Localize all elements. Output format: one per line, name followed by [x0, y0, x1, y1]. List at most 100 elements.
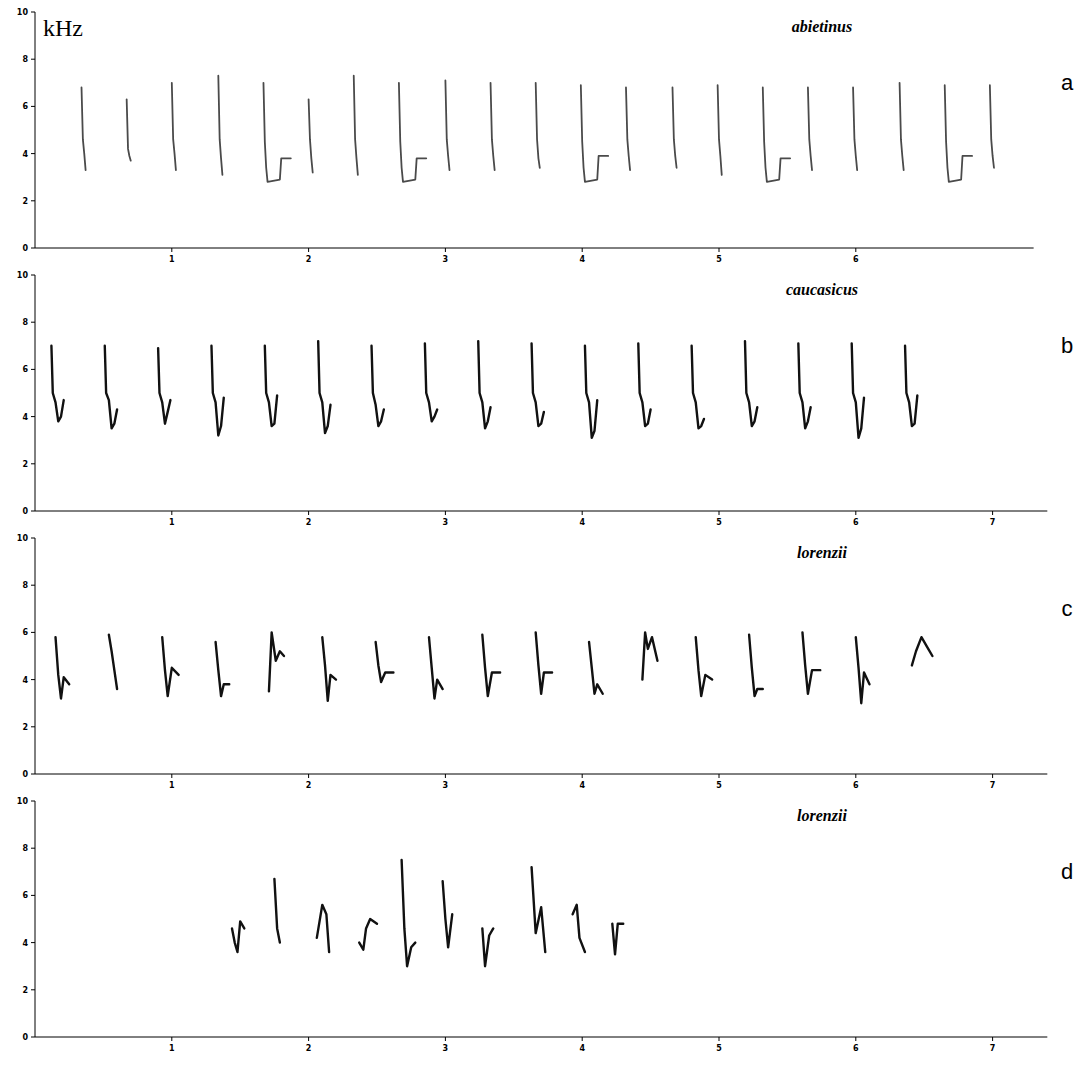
- y-tick-label: 6: [22, 102, 28, 111]
- x-tick-label: 7: [990, 518, 996, 527]
- y-tick: [31, 774, 35, 775]
- y-tick: [31, 200, 35, 201]
- x-tick: [719, 248, 720, 252]
- note: [443, 881, 453, 947]
- note: [612, 924, 623, 955]
- figure: 0246810123456abietinuskHza02468101234567…: [0, 0, 1090, 1074]
- note: [749, 635, 763, 696]
- x-tick-label: 3: [443, 781, 449, 790]
- y-tick-label: 4: [22, 939, 28, 948]
- note: [672, 88, 676, 168]
- x-tick-label: 6: [853, 518, 859, 527]
- y-tick: [31, 369, 35, 370]
- note: [317, 905, 329, 952]
- y-tick-label: 6: [22, 628, 28, 637]
- note: [445, 80, 449, 170]
- y-tick-label: 10: [17, 534, 29, 543]
- x-tick: [992, 1037, 993, 1041]
- note: [376, 642, 394, 682]
- y-tick: [31, 989, 35, 990]
- note: [109, 635, 117, 689]
- note: [852, 343, 864, 437]
- x-tick: [308, 511, 309, 515]
- note: [532, 343, 544, 426]
- note: [718, 85, 722, 175]
- x-tick-label: 4: [579, 518, 585, 527]
- note: [856, 637, 870, 703]
- note: [905, 346, 917, 426]
- panel: 02468101234567lorenziid: [17, 797, 1073, 1053]
- y-tick-label: 2: [22, 986, 28, 995]
- note: [82, 88, 86, 171]
- note: [354, 76, 358, 175]
- panel-title: lorenzii: [797, 807, 847, 824]
- x-tick: [855, 774, 856, 778]
- note: [692, 346, 704, 429]
- x-axis: [35, 248, 1034, 249]
- note: [478, 341, 490, 428]
- y-tick-label: 4: [22, 150, 28, 159]
- notes: [56, 632, 933, 703]
- notes: [232, 860, 623, 966]
- note: [232, 921, 244, 952]
- panel: 02468101234567lorenziic: [17, 534, 1073, 790]
- x-tick: [855, 511, 856, 515]
- y-tick: [31, 322, 35, 323]
- note: [359, 919, 377, 950]
- x-tick-label: 3: [443, 518, 449, 527]
- note: [425, 343, 437, 421]
- note: [56, 637, 70, 698]
- y-tick: [31, 275, 35, 276]
- x-tick: [445, 248, 446, 252]
- y-tick: [31, 511, 35, 512]
- x-tick: [855, 1037, 856, 1041]
- x-tick: [582, 1037, 583, 1041]
- note: [172, 83, 176, 170]
- x-axis: [35, 774, 1047, 775]
- note: [105, 346, 117, 429]
- y-tick: [31, 463, 35, 464]
- notes: [82, 76, 994, 182]
- x-tick-label: 4: [579, 1044, 585, 1053]
- y-tick-label: 0: [22, 770, 28, 779]
- panel-title: lorenzii: [797, 544, 847, 561]
- x-tick-label: 1: [169, 781, 175, 790]
- note: [945, 85, 972, 182]
- x-tick: [308, 1037, 309, 1041]
- y-tick: [31, 106, 35, 107]
- y-tick: [31, 585, 35, 586]
- note: [912, 637, 933, 665]
- y-tick-label: 10: [17, 271, 29, 280]
- note: [211, 346, 223, 436]
- y-tick-label: 0: [22, 507, 28, 516]
- note: [808, 88, 812, 171]
- x-axis: [35, 1037, 1047, 1038]
- x-tick-label: 5: [716, 781, 722, 790]
- y-tick-label: 2: [22, 460, 28, 469]
- y-tick: [31, 1037, 35, 1038]
- y-tick: [31, 942, 35, 943]
- x-tick-label: 2: [306, 518, 312, 527]
- note: [763, 88, 790, 182]
- x-tick: [582, 511, 583, 515]
- x-tick: [171, 511, 172, 515]
- note: [318, 341, 330, 433]
- note: [51, 346, 63, 422]
- y-tick: [31, 848, 35, 849]
- x-tick-label: 1: [169, 518, 175, 527]
- y-tick-label: 0: [22, 1033, 28, 1042]
- x-tick-label: 3: [443, 255, 449, 264]
- x-tick-label: 3: [443, 1044, 449, 1053]
- x-tick-label: 4: [579, 781, 585, 790]
- y-axis: [35, 275, 36, 511]
- x-tick-label: 5: [716, 255, 722, 264]
- note: [322, 637, 336, 701]
- x-tick-label: 6: [853, 1044, 859, 1053]
- x-tick-label: 5: [716, 518, 722, 527]
- x-tick: [582, 248, 583, 252]
- y-tick-label: 4: [22, 413, 28, 422]
- y-tick-label: 8: [22, 55, 28, 64]
- x-tick: [445, 511, 446, 515]
- panel-letter: d: [1061, 859, 1073, 884]
- note: [626, 88, 630, 171]
